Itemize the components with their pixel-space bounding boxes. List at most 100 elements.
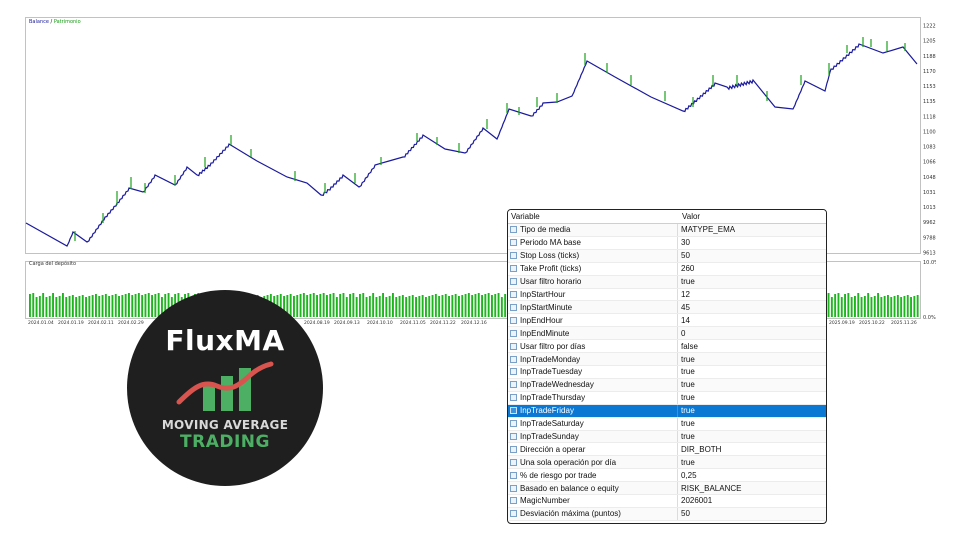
param-icon [510,342,517,350]
x-tick-label: 2025.09.19 [829,320,855,326]
deposit-load-bar [408,296,411,317]
param-row[interactable]: InpStartHour 12 [508,288,826,302]
param-value[interactable]: 14 [681,315,690,325]
column-divider [677,391,678,404]
param-value[interactable]: RISK_BALANCE [681,483,742,493]
deposit-load-bar [395,297,398,317]
deposit-load-bar [854,296,856,317]
x-tick-label: 2024.02.11 [88,320,114,326]
param-row[interactable]: % de riesgo por trade 0,25 [508,469,826,483]
deposit-load-bar [415,297,417,317]
deposit-load-bar [71,295,74,317]
deposit-load-bar [385,297,388,317]
param-value[interactable]: true [681,380,695,390]
deposit-load-bar [857,293,860,317]
deposit-load-bar [398,296,401,317]
y-tick-label: 10660 [923,160,936,166]
param-icon [510,226,517,234]
param-icon [510,355,517,363]
param-row[interactable]: InpTradeSaturday true [508,417,826,431]
deposit-load-bar [345,297,348,317]
param-value[interactable]: true [681,431,695,441]
param-value[interactable]: 260 [681,264,695,274]
param-row[interactable]: InpTradeWednesday true [508,378,826,392]
param-name: InpTradeSaturday [520,419,584,429]
param-value[interactable]: true [681,354,695,364]
param-value[interactable]: true [681,393,695,403]
param-value[interactable]: 30 [681,238,690,248]
y-tick-label: 11882 [923,54,936,60]
param-value[interactable]: 45 [681,302,690,312]
param-row[interactable]: InpTradeSunday true [508,430,826,444]
deposit-load-bar [487,293,490,317]
param-row[interactable]: Usar filtro horario true [508,275,826,289]
param-row[interactable]: Take Profit (ticks) 260 [508,262,826,276]
param-value[interactable]: 2026001 [681,496,713,506]
logo-title: FluxMA [165,324,285,357]
deposit-load-bar [916,295,919,317]
deposit-load-bar [355,297,358,317]
param-value[interactable]: true [681,457,695,467]
param-row[interactable]: InpTradeFriday true [508,404,826,418]
x-tick-label: 2024.09.13 [334,320,360,326]
deposit-load-bar [309,294,312,317]
param-row[interactable]: Periodo MA base 30 [508,236,826,250]
param-row[interactable]: Desviación máxima (puntos) 50 [508,507,826,521]
param-value[interactable]: 12 [681,289,690,299]
param-value[interactable]: true [681,367,695,377]
param-row[interactable]: Basado en balance o equity RISK_BALANCE [508,482,826,496]
param-row[interactable]: Tipo de media MATYPE_EMA [508,224,826,237]
sub-pane-frame [25,261,921,319]
column-divider [677,507,678,520]
param-row[interactable]: InpEndHour 14 [508,314,826,328]
param-row[interactable]: Usar filtro por días false [508,340,826,354]
param-icon [510,303,517,311]
deposit-load-bar [454,294,457,317]
deposit-load-bar [867,293,870,317]
param-icon [510,278,517,286]
deposit-load-bar [873,296,876,317]
param-icon [510,329,517,337]
deposit-load-bar [167,293,170,317]
param-value[interactable]: 50 [681,509,690,519]
param-name: InpTradeTuesday [520,367,583,377]
param-row[interactable]: Stop Loss (ticks) 50 [508,249,826,263]
param-row[interactable]: Una sola operación por día true [508,456,826,470]
y-tick-label: 9613 [923,251,936,257]
y-tick-label: 11009 [923,129,936,135]
param-row[interactable]: InpStartMinute 45 [508,301,826,315]
x-tick-label: 2024.01.19 [58,320,84,326]
param-value[interactable]: DIR_BOTH [681,444,722,454]
param-row[interactable]: MagicNumber 2026001 [508,495,826,508]
column-divider [677,417,678,430]
param-name: Una sola operación por día [520,457,617,467]
param-row[interactable]: InpEndMinute 0 [508,327,826,341]
param-value[interactable]: false [681,341,698,351]
deposit-load-bar [425,297,427,317]
deposit-load-bar [893,296,896,317]
deposit-load-bar [830,297,833,317]
param-value[interactable]: 50 [681,251,690,261]
deposit-load-bar [141,295,144,317]
column-divider [677,288,678,301]
param-row[interactable]: InpTradeTuesday true [508,365,826,379]
deposit-load-bar [58,296,61,317]
param-row[interactable]: InpTradeMonday true [508,353,826,366]
deposit-load-bar [29,294,31,317]
param-value[interactable]: 0 [681,328,686,338]
param-row[interactable]: Dirección a operar DIR_BOTH [508,443,826,457]
deposit-load-bar [332,293,335,317]
param-value[interactable]: true [681,406,695,416]
param-value[interactable]: 0,25 [681,470,697,480]
deposit-load-bar [844,294,846,317]
deposit-load-bar [504,294,507,317]
deposit-load-bar [137,293,140,317]
param-value[interactable]: true [681,277,695,287]
param-value[interactable]: MATYPE_EMA [681,225,736,235]
param-value[interactable]: true [681,419,695,429]
deposit-load-bar [434,294,437,317]
deposit-load-bar [890,297,893,317]
param-row[interactable]: InpTradeThursday true [508,391,826,405]
deposit-load-bar [388,296,391,317]
param-icon [510,407,517,415]
